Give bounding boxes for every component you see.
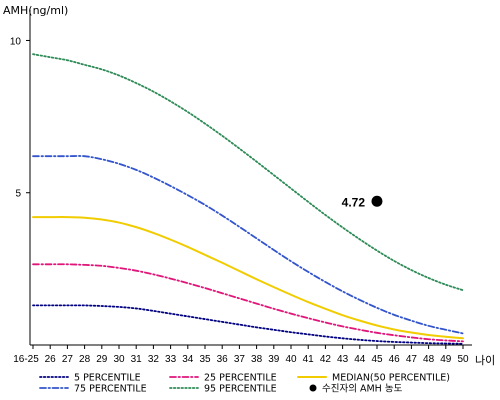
series-line-75-percentile [32,155,464,335]
chart-series [32,53,464,345]
series-line-5-percentile [32,304,464,345]
y-tick-label: 5 [15,189,21,200]
x-tick-label: 35 [199,354,211,365]
patient-amh-marker [371,195,383,207]
legend-marker-swatch [309,384,317,392]
x-tick-label: 31 [131,354,143,365]
x-tick-label: 46 [389,354,401,365]
x-tick-label: 50 [457,354,469,365]
x-tick-label: 39 [268,354,280,365]
series-line-median-50-percentile [32,216,464,340]
x-tick-label: 42 [320,354,332,365]
x-tick-label: 28 [79,354,91,365]
legend-label: MEDIAN(50 PERCENTILE) [332,373,450,384]
x-tick-label: 26 [45,354,57,365]
legend-label: 수진자의 AMH 농도 [322,384,403,395]
legend-label: 95 PERCENTILE [204,384,277,395]
legend-label: 5 PERCENTILE [74,373,141,384]
patient-amh-value-label: 4.72 [342,195,366,209]
x-tick-label: 34 [182,354,194,365]
axis-ticks: 5 10 16-25 26 27 28 29 30 31 32 33 34 35 36 37 38 39 40 41… [10,36,469,365]
x-axis-title: 나이 [475,354,495,367]
chart-annotations: 4.72 [342,195,383,209]
series-line-25-percentile [32,263,464,343]
x-tick-label: 32 [148,354,160,365]
x-tick-label: 38 [251,354,263,365]
x-tick-label: 49 [440,354,452,365]
x-tick-label: 47 [406,354,418,365]
legend-label: 25 PERCENTILE [204,373,277,384]
y-tick-label: 10 [10,36,22,47]
x-tick-label: 27 [62,354,74,365]
x-tick-label: 41 [303,354,315,365]
chart-axes: AMH(ng/ml) 나이 [3,4,495,367]
x-tick-label: 29 [96,354,108,365]
x-tick-label: 48 [423,354,435,365]
x-tick-label: 33 [165,354,177,365]
x-tick-label: 30 [113,354,125,365]
y-axis-title: AMH(ng/ml) [3,4,68,17]
x-tick-label: 40 [285,354,297,365]
chart-legend: 5 PERCENTILE 25 PERCENTILE MEDIAN(50 PERCE… [39,373,450,395]
x-tick-label: 36 [217,354,229,365]
x-tick-label: 37 [234,354,246,365]
legend-label: 75 PERCENTILE [74,384,147,395]
x-tick-label: 16-25 [13,354,39,365]
x-tick-label: 44 [354,354,366,365]
x-tick-label: 45 [371,354,383,365]
series-line-95-percentile [32,53,464,292]
x-tick-label: 43 [337,354,349,365]
